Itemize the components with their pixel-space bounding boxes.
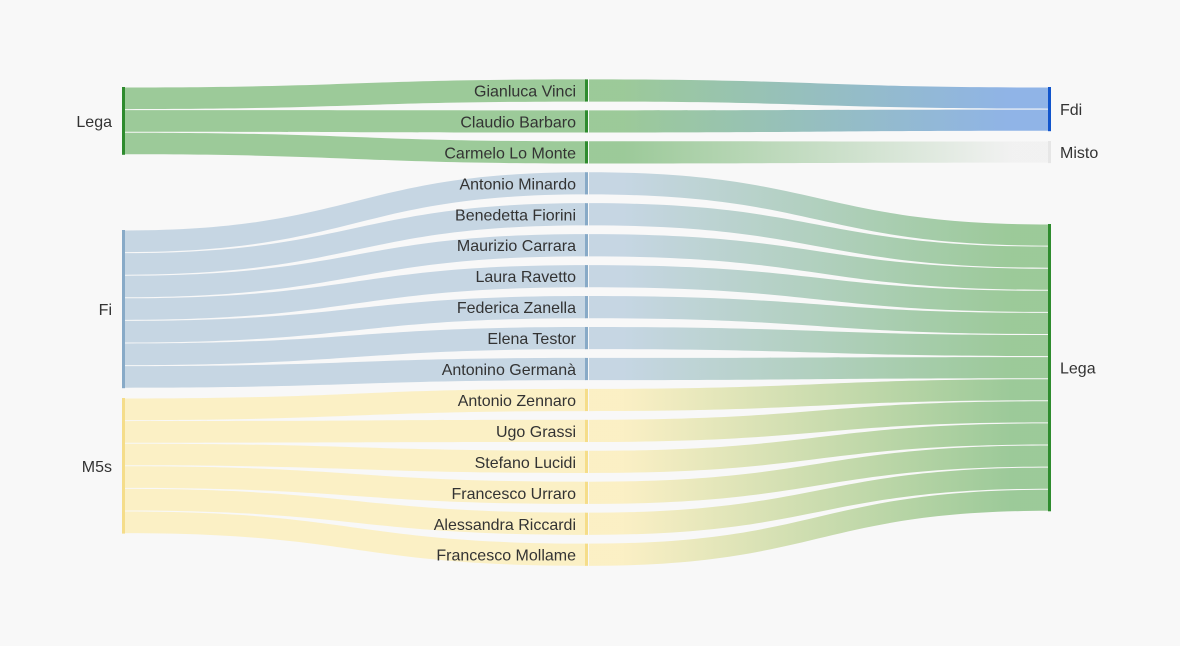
flow-francesco-urraro-to-lega [589, 445, 1049, 504]
flow-carmelo-lo-monte-to-misto [589, 141, 1049, 164]
node-bar-elena-testor[interactable] [585, 326, 588, 350]
node-bar-dst-lega[interactable] [1048, 224, 1051, 512]
node-bar-src-lega[interactable] [122, 87, 125, 155]
target-label-lega: Lega [1060, 361, 1096, 378]
flow-fi-to-benedetta-fiorini [124, 203, 586, 275]
flow-lega-to-claudio-barbaro [124, 110, 586, 133]
node-bar-maurizio-carrara[interactable] [585, 234, 588, 257]
node-bar-benedetta-fiorini[interactable] [585, 203, 588, 226]
node-bar-federica-zanella[interactable] [585, 296, 588, 319]
right-links-layer [589, 79, 1049, 566]
flow-fi-to-maurizio-carrara [124, 234, 586, 298]
flow-m5s-to-ugo-grassi [124, 419, 586, 443]
node-bar-src-fi[interactable] [122, 230, 125, 389]
flow-m5s-to-stefano-lucidi [124, 443, 586, 473]
person-label-alessandra-riccardi: Alessandra Riccardi [434, 517, 576, 534]
node-bar-antonio-zennaro[interactable] [585, 388, 588, 412]
target-label-misto: Misto [1060, 145, 1098, 162]
flow-lega-to-carmelo-lo-monte [124, 132, 586, 164]
node-bar-dst-misto[interactable] [1048, 141, 1051, 164]
node-bar-src-m5s[interactable] [122, 398, 125, 534]
person-label-maurizio-carrara: Maurizio Carrara [457, 238, 576, 255]
flow-fi-to-elena-testor [124, 326, 586, 366]
node-bar-laura-ravetto[interactable] [585, 265, 588, 288]
flow-elena-testor-to-lega [589, 326, 1049, 357]
flow-fi-to-federica-zanella [124, 296, 586, 343]
node-bar-dst-fdi[interactable] [1048, 87, 1051, 132]
person-label-stefano-lucidi: Stefano Lucidi [475, 455, 576, 472]
flow-stefano-lucidi-to-lega [589, 423, 1049, 473]
flow-francesco-mollame-to-lega [589, 489, 1049, 566]
node-bar-carmelo-lo-monte[interactable] [585, 141, 588, 164]
node-bar-francesco-mollame[interactable] [585, 543, 588, 566]
person-label-carmelo-lo-monte: Carmelo Lo Monte [444, 145, 576, 162]
source-label-fi: Fi [99, 302, 112, 319]
person-label-francesco-urraro: Francesco Urraro [452, 486, 577, 503]
flow-laura-ravetto-to-lega [589, 265, 1049, 312]
node-bar-claudio-barbaro[interactable] [585, 110, 588, 133]
person-label-gianluca-vinci: Gianluca Vinci [474, 83, 576, 100]
flow-m5s-to-antonio-zennaro [124, 388, 586, 421]
flow-lega-to-gianluca-vinci [124, 79, 586, 110]
person-label-francesco-mollame: Francesco Mollame [436, 548, 576, 565]
flow-claudio-barbaro-to-fdi [589, 109, 1049, 133]
flow-fi-to-laura-ravetto [124, 265, 586, 320]
flow-antonino-germana-to-lega [589, 357, 1049, 381]
flow-fi-to-antonino-germana [124, 357, 586, 388]
person-label-claudio-barbaro: Claudio Barbaro [460, 114, 576, 131]
node-bar-alessandra-riccardi[interactable] [585, 512, 588, 535]
person-label-antonio-zennaro: Antonio Zennaro [458, 393, 576, 410]
source-label-lega: Lega [76, 114, 112, 131]
node-bar-ugo-grassi[interactable] [585, 419, 588, 443]
flow-maurizio-carrara-to-lega [589, 234, 1049, 290]
flow-m5s-to-francesco-urraro [124, 466, 586, 504]
flow-m5s-to-alessandra-riccardi [124, 488, 586, 535]
node-bar-antonio-minardo[interactable] [585, 172, 588, 195]
person-label-antonio-minardo: Antonio Minardo [459, 176, 576, 193]
labels-layer: Gianluca Vinci Claudio Barbaro Carmelo Lo … [76, 83, 1098, 564]
flow-antonio-minardo-to-lega [589, 172, 1049, 246]
person-label-elena-testor: Elena Testor [487, 331, 576, 348]
flow-fi-to-antonio-minardo [124, 172, 586, 253]
person-label-antonino-germana: Antonino Germanà [442, 362, 576, 379]
person-label-federica-zanella: Federica Zanella [457, 300, 576, 317]
flow-antonio-zennaro-to-lega [589, 379, 1049, 412]
person-label-ugo-grassi: Ugo Grassi [496, 424, 576, 441]
flow-m5s-to-francesco-mollame [124, 511, 586, 566]
left-links-layer [124, 79, 586, 566]
flow-gianluca-vinci-to-fdi [589, 79, 1049, 109]
person-label-benedetta-fiorini: Benedetta Fiorini [455, 207, 576, 224]
flow-federica-zanella-to-lega [589, 296, 1049, 334]
node-bar-gianluca-vinci[interactable] [585, 79, 588, 102]
flow-benedetta-fiorini-to-lega [589, 203, 1049, 268]
node-bar-antonino-germana[interactable] [585, 357, 588, 381]
flow-ugo-grassi-to-lega [589, 401, 1049, 443]
flow-alessandra-riccardi-to-lega [589, 467, 1049, 535]
target-label-fdi: Fdi [1060, 102, 1082, 119]
source-label-m5s: M5s [82, 459, 112, 476]
node-bar-francesco-urraro[interactable] [585, 481, 588, 504]
nodes-layer [122, 79, 1051, 566]
node-bar-stefano-lucidi[interactable] [585, 450, 588, 473]
person-label-laura-ravetto: Laura Ravetto [475, 269, 576, 286]
